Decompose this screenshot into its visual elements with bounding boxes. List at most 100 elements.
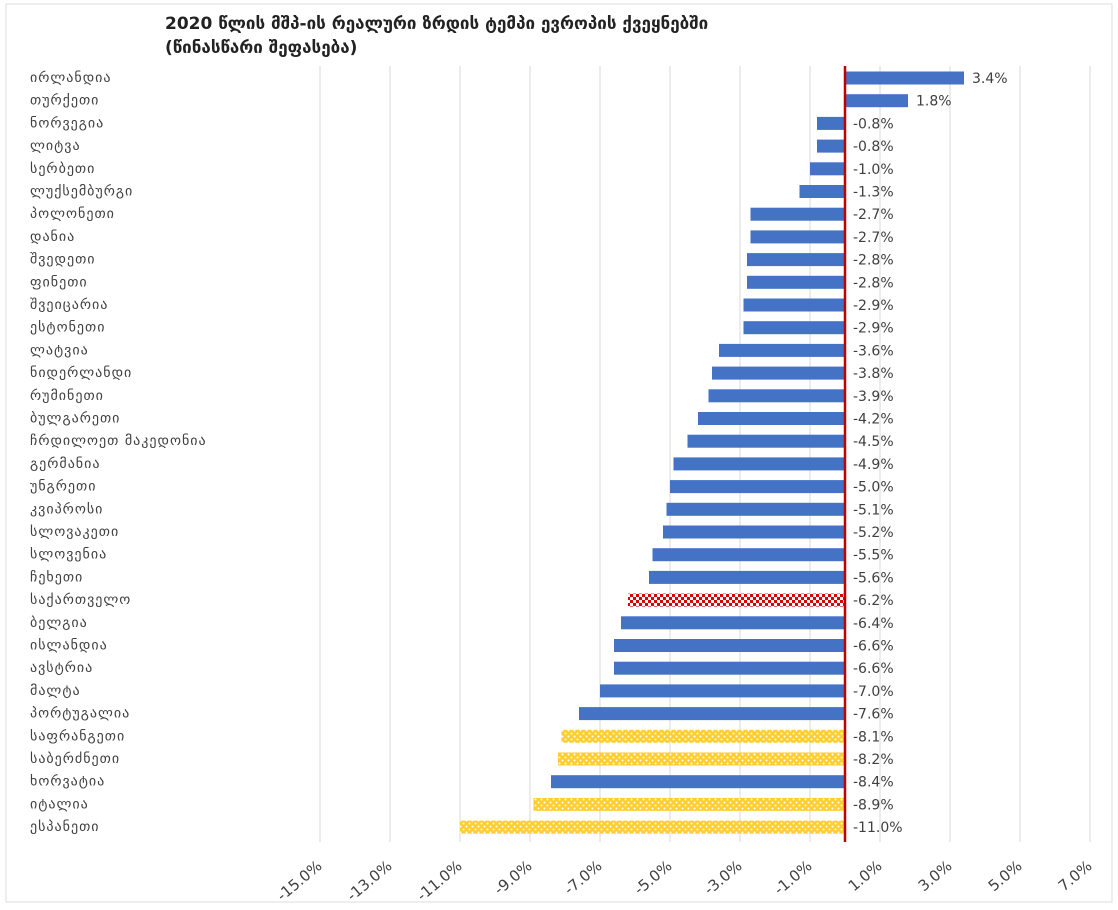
value-label: -8.4% (853, 775, 894, 791)
value-label: -2.8% (853, 275, 894, 291)
y-tick-label: სერბეთი (30, 160, 95, 177)
value-label: -2.7% (853, 207, 894, 223)
value-label: -8.1% (853, 729, 894, 745)
frame (5, 3, 1113, 903)
bar (649, 570, 845, 584)
bar (600, 684, 845, 698)
y-tick-label: ესტონეთი (30, 320, 105, 336)
value-label: -1.0% (853, 162, 894, 178)
x-tick-label: -13.0% (343, 857, 395, 905)
y-tick-label: ესპანეთი (30, 819, 100, 835)
value-label: -6.4% (853, 616, 894, 632)
y-tick-label: პორტუგალია (30, 705, 130, 722)
bar (673, 457, 845, 471)
bar (817, 139, 845, 153)
value-label: -5.6% (853, 570, 894, 586)
y-tick-label: შვეიცარია (30, 296, 108, 313)
value-label: -8.2% (853, 752, 894, 768)
y-tick-label: დანია (30, 229, 75, 245)
bar (817, 116, 845, 130)
y-tick-label: ნიდერლანდი (30, 364, 132, 381)
y-tick-label: ჩეხეთი (30, 569, 83, 585)
y-tick-label: ლიტვა (30, 138, 81, 154)
bar (799, 185, 845, 198)
bar (747, 253, 845, 267)
bar (743, 321, 845, 335)
value-label: -2.8% (853, 253, 894, 269)
value-label: -5.1% (853, 502, 894, 518)
value-label: -6.2% (853, 593, 894, 609)
x-tick-label: -15.0% (273, 857, 325, 905)
value-label: -1.3% (853, 185, 894, 201)
x-tick-label: -9.0% (491, 857, 536, 899)
bar (533, 797, 845, 811)
y-tick-label: ბელგია (30, 615, 88, 631)
value-label: -2.9% (853, 298, 894, 314)
y-tick-label: ფინეთი (30, 274, 88, 290)
bar (687, 434, 845, 448)
bar (666, 502, 845, 516)
bar (750, 207, 845, 221)
bar (670, 480, 845, 494)
x-tick-label: -11.0% (413, 857, 465, 905)
y-tick-label: ისლანდია (30, 638, 108, 654)
y-tick-label: თურქეთი (30, 92, 99, 109)
y-tick-label: რუმინეთი (30, 387, 104, 404)
value-label: -4.2% (853, 412, 894, 428)
chart-title: 2020 წლის მშპ-ის რეალური ზრდის ტემპი ევრ… (165, 14, 708, 34)
x-tick-label: 3.0% (915, 857, 956, 895)
value-label: -4.9% (853, 457, 894, 473)
bar (460, 820, 845, 834)
y-tick-label: იტალია (30, 796, 89, 812)
value-label: -5.2% (853, 525, 894, 541)
x-tick-label: 7.0% (1055, 857, 1096, 895)
bar (719, 343, 845, 357)
value-label: -8.9% (853, 797, 894, 813)
value-label: -6.6% (853, 639, 894, 655)
x-tick-label: -5.0% (631, 857, 676, 899)
y-tick-label: ლუქსემბურგი (30, 183, 133, 200)
value-label: -7.6% (853, 707, 894, 723)
y-tick-label: პოლონეთი (30, 206, 115, 222)
value-label: -3.9% (853, 389, 894, 405)
y-tick-label: უნგრეთი (30, 478, 96, 495)
bar (628, 593, 845, 607)
x-tick-label: -1.0% (771, 857, 816, 899)
value-label: -2.7% (853, 230, 894, 246)
x-tick-label: 1.0% (845, 857, 886, 895)
bar (810, 162, 845, 176)
y-tick-label: ხორვატია (30, 773, 105, 790)
y-tick-label: მალტა (30, 683, 81, 699)
value-label: 3.4% (972, 71, 1008, 87)
bar (747, 275, 845, 289)
bar (579, 707, 845, 721)
value-label: -0.8% (853, 116, 894, 132)
x-tick-label: -3.0% (701, 857, 746, 899)
bar (708, 389, 845, 403)
bar (698, 412, 845, 425)
bar (652, 548, 845, 562)
y-tick-label: ირლანდია (30, 69, 112, 86)
bar (558, 752, 845, 766)
value-label: -11.0% (853, 820, 903, 836)
y-tick-label: ჩრდილოეთ მაკედონია (30, 432, 207, 449)
value-label: -0.8% (853, 139, 894, 155)
bar (743, 298, 845, 312)
value-label: 1.8% (916, 94, 952, 110)
x-tick-label: 5.0% (985, 857, 1026, 895)
y-tick-label: ავსტრია (30, 659, 93, 676)
bar (614, 661, 845, 675)
bar (663, 525, 845, 539)
y-tick-label: საქართველო (30, 591, 131, 608)
bar (561, 729, 845, 743)
y-tick-label: საფრანგეთი (30, 727, 125, 744)
y-tick-label: გერმანია (30, 455, 100, 472)
y-tick-label: სლოვენია (30, 547, 107, 563)
bar (712, 366, 845, 380)
value-label: -5.0% (853, 480, 894, 496)
value-label: -3.8% (853, 366, 894, 382)
value-label: -7.0% (853, 684, 894, 700)
y-tick-label: შვედეთი (30, 252, 96, 268)
y-tick-label: ლატვია (30, 342, 89, 358)
